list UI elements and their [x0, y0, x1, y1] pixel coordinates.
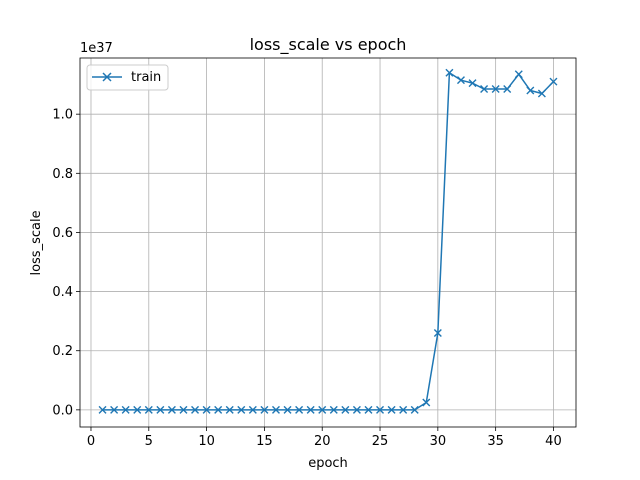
- x-tick-label: 20: [314, 434, 331, 449]
- data-point: [456, 76, 465, 85]
- x-tick-label: 30: [430, 434, 447, 449]
- data-point: [468, 79, 477, 88]
- data-point: [283, 405, 292, 414]
- plot-frame: [79, 57, 577, 428]
- data-point: [191, 405, 200, 414]
- x-axis-label: epoch: [308, 456, 348, 471]
- data-point: [156, 405, 165, 414]
- data-point: [110, 405, 119, 414]
- x-tick-label: 15: [256, 434, 273, 449]
- data-point: [225, 405, 234, 414]
- data-point: [248, 405, 257, 414]
- data-point: [352, 405, 361, 414]
- ticks-layer: 0 5 10 15 20 25 30 35 40 0.0 0.2 0.4 0.6 0.8 1.0: [52, 108, 561, 449]
- y-tick-label: 0.2: [52, 344, 73, 359]
- series-line-train: [102, 72, 554, 411]
- data-point: [376, 405, 385, 414]
- data-point: [306, 405, 315, 414]
- y-offset-label: 1e37: [80, 41, 113, 56]
- series-layer: [98, 68, 558, 414]
- data-point: [526, 86, 535, 95]
- data-point: [537, 89, 546, 98]
- data-point: [133, 405, 142, 414]
- x-tick-label: 10: [198, 434, 215, 449]
- data-point: [503, 85, 512, 94]
- data-point: [271, 405, 280, 414]
- data-point: [410, 405, 419, 414]
- data-point: [295, 405, 304, 414]
- data-point: [179, 405, 188, 414]
- x-tick-label: 25: [372, 434, 389, 449]
- y-axis-label: loss_scale: [29, 210, 44, 275]
- data-point: [121, 405, 130, 414]
- legend-marker: [102, 72, 112, 82]
- data-point: [214, 405, 223, 414]
- data-point: [260, 405, 269, 414]
- data-point: [399, 405, 408, 414]
- data-point: [202, 405, 211, 414]
- y-tick-label: 0.0: [52, 403, 73, 418]
- y-tick-label: 1.0: [52, 108, 73, 123]
- data-point: [514, 70, 523, 79]
- x-tick-label: 35: [487, 434, 504, 449]
- data-point: [167, 405, 176, 414]
- data-point: [480, 85, 489, 94]
- x-tick-label: 5: [145, 434, 153, 449]
- data-point: [341, 405, 350, 414]
- x-tick-label: 40: [545, 434, 562, 449]
- data-point: [237, 405, 246, 414]
- legend-box: [86, 64, 169, 91]
- legend: train: [86, 64, 169, 91]
- data-point: [491, 85, 500, 94]
- y-tick-label: 0.6: [52, 226, 73, 241]
- data-point: [549, 77, 558, 86]
- data-point: [144, 405, 153, 414]
- y-tick-label: 0.4: [52, 285, 73, 300]
- data-point: [433, 328, 442, 337]
- data-point: [329, 405, 338, 414]
- data-point: [422, 398, 431, 407]
- chart-title: loss_scale vs epoch: [250, 35, 407, 55]
- x-tick-label: 0: [87, 434, 95, 449]
- data-point: [387, 405, 396, 414]
- y-tick-label: 0.8: [52, 167, 73, 182]
- data-point: [445, 68, 454, 77]
- legend-label-train: train: [131, 70, 161, 85]
- data-point: [364, 405, 373, 414]
- data-point: [98, 405, 107, 414]
- data-point: [318, 405, 327, 414]
